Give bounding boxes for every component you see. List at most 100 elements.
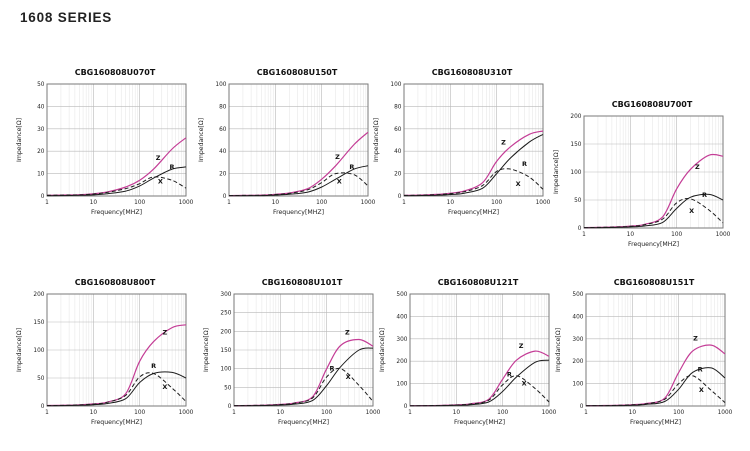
series-label-X: X	[158, 178, 163, 186]
series-label-Z: Z	[335, 153, 340, 161]
svg-text:500: 500	[572, 292, 583, 298]
series-label-Z: Z	[156, 154, 161, 162]
chart-title: CBG160808U070T	[74, 68, 156, 77]
impedance-chart-u310t: CBG160808U310T 1 10 100 1000 0 20 40 60 80 100 Fre…	[371, 66, 551, 221]
plot-frame	[46, 83, 187, 197]
svg-text:50: 50	[224, 385, 232, 391]
series-label-R: R	[151, 362, 156, 370]
plot-frame	[403, 83, 544, 197]
x-axis-label: Frequency[MHZ]	[630, 419, 681, 426]
curve-R	[586, 367, 726, 407]
svg-text:10: 10	[629, 410, 637, 416]
svg-text:200: 200	[33, 292, 44, 298]
svg-text:40: 40	[219, 149, 227, 155]
series-label-X: X	[522, 379, 527, 387]
curve-Z	[409, 350, 550, 407]
chart-title: CBG160808U101T	[261, 278, 343, 287]
svg-text:100: 100	[396, 382, 407, 388]
svg-text:200: 200	[396, 359, 407, 365]
svg-text:1000: 1000	[718, 410, 733, 416]
svg-text:1: 1	[45, 410, 49, 416]
svg-text:20: 20	[219, 172, 227, 178]
svg-text:50: 50	[574, 198, 582, 204]
chart-canvas: 1 10 100 1000 0 50 100 150 200 Frequency[MHZ] Impe…	[553, 114, 731, 248]
x-axis-label: Frequency[MHZ]	[91, 209, 142, 216]
y-axis-label: Impedance[Ω]	[379, 328, 386, 372]
x-axis-label: Frequency[MHZ]	[454, 419, 505, 426]
svg-text:40: 40	[394, 149, 402, 155]
series-label-X: X	[516, 180, 521, 188]
curve-R	[583, 193, 724, 229]
svg-text:0: 0	[580, 404, 584, 410]
y-axis-label: Impedance[Ω]	[16, 328, 23, 372]
svg-text:0: 0	[223, 194, 227, 200]
impedance-chart-u800t: CBG160808U800T 1 10 100 1000 0 50 100 150 200 Fre…	[14, 276, 194, 431]
impedance-chart-u700t: CBG160808U700T 1 10 100 1000 0 50 100 150 200 Fre…	[551, 98, 731, 253]
x-tick-labels: 1 10 100 1000	[227, 200, 376, 206]
impedance-chart-u070t: CBG160808U070T 1 10 100 1000 0 10 20 30 40 50 Freq…	[14, 66, 194, 221]
series-label-Z: Z	[519, 342, 524, 350]
grid-minor	[599, 294, 724, 406]
svg-text:1000: 1000	[542, 410, 557, 416]
series-label-R: R	[170, 163, 175, 171]
svg-text:1: 1	[408, 410, 412, 416]
series-label-X: X	[699, 386, 704, 394]
svg-text:100: 100	[215, 82, 226, 88]
svg-text:100: 100	[316, 200, 327, 206]
series-label-X: X	[346, 373, 351, 381]
series-label-X: X	[689, 207, 694, 215]
impedance-chart-u151t: CBG160808U151T 1 10 100 1000 0 100 200 300 400 50…	[553, 276, 733, 431]
svg-text:200: 200	[570, 114, 581, 120]
svg-text:100: 100	[134, 410, 145, 416]
svg-text:50: 50	[37, 376, 45, 382]
y-tick-labels: 0 100 200 300 400 500	[572, 292, 583, 410]
chart-title: CBG160808U800T	[74, 278, 156, 287]
curve-Z	[46, 137, 187, 196]
impedance-chart-u101t: CBG160808U101T 1 10 100 1000 0 50 100 150 200 250…	[201, 276, 381, 431]
svg-text:60: 60	[219, 127, 227, 133]
y-tick-labels: 0 50 100 150 200 250 300	[220, 292, 231, 410]
svg-text:100: 100	[390, 82, 401, 88]
y-axis-label: Impedance[Ω]	[555, 328, 562, 372]
x-tick-labels: 1 10 100 1000	[45, 410, 194, 416]
svg-text:20: 20	[394, 172, 402, 178]
y-tick-labels: 0 50 100 150 200	[570, 114, 581, 232]
grid-major	[585, 293, 726, 407]
svg-text:80: 80	[394, 104, 402, 110]
svg-text:10: 10	[37, 172, 45, 178]
chart-title: CBG160808U150T	[256, 68, 338, 77]
svg-text:1000: 1000	[179, 410, 194, 416]
impedance-chart-u121t: CBG160808U121T 1 10 100 1000 0 100 200 300 400 50…	[377, 276, 557, 431]
chart-canvas: 1 10 100 1000 0 20 40 60 80 100 Frequency[MHZ] Impe…	[373, 82, 551, 216]
y-axis-label: Impedance[Ω]	[373, 118, 380, 162]
series-label-R: R	[349, 163, 354, 171]
y-axis-label: Impedance[Ω]	[16, 118, 23, 162]
x-axis-label: Frequency[MHZ]	[273, 209, 324, 216]
svg-text:30: 30	[37, 127, 45, 133]
svg-text:300: 300	[572, 337, 583, 343]
svg-text:0: 0	[228, 404, 232, 410]
svg-text:100: 100	[671, 232, 682, 238]
x-axis-label: Frequency[MHZ]	[278, 419, 329, 426]
x-tick-labels: 1 10 100 1000	[584, 410, 733, 416]
svg-text:20: 20	[37, 149, 45, 155]
svg-text:1: 1	[232, 410, 236, 416]
plot-frame	[585, 293, 726, 407]
x-tick-labels: 1 10 100 1000	[408, 410, 557, 416]
impedance-chart-u150t: CBG160808U150T 1 10 100 1000 0 20 40 60 80 100 Fre…	[196, 66, 376, 221]
series-label-R: R	[507, 370, 512, 378]
svg-text:60: 60	[394, 127, 402, 133]
grid-major	[403, 83, 544, 197]
svg-text:1: 1	[402, 200, 406, 206]
svg-text:0: 0	[578, 226, 582, 232]
page-title: 1608 SERIES	[20, 10, 113, 25]
svg-text:50: 50	[37, 82, 45, 88]
y-tick-labels: 0 50 100 150 200	[33, 292, 44, 410]
x-tick-labels: 1 10 100 1000	[45, 200, 194, 206]
y-axis-label: Impedance[Ω]	[198, 118, 205, 162]
curve-R	[46, 166, 187, 197]
svg-text:10: 10	[272, 200, 280, 206]
svg-text:1: 1	[45, 200, 49, 206]
curve-Z	[46, 324, 187, 407]
